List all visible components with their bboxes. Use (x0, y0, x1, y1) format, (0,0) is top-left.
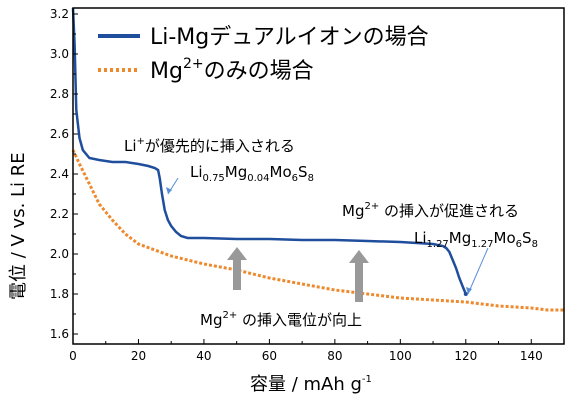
formula-part: Mo (270, 163, 292, 181)
formula-part: 0.04 (247, 173, 269, 184)
annotation-potential-up: Mg2+ の挿入電位が向上 (200, 310, 362, 329)
y-tick-label: 1.8 (50, 287, 69, 301)
y-axis-title: 電位 / V vs. Li RE (8, 152, 29, 300)
pointer-mg-promoted-head (466, 287, 472, 294)
y-tick-label: 2.8 (50, 87, 69, 101)
up-arrow-right (349, 250, 369, 302)
formula-part: S (522, 229, 532, 247)
x-tick-label: 0 (69, 349, 77, 363)
y-tick-label: 2.2 (50, 207, 69, 221)
x-tick-label: 80 (327, 349, 342, 363)
x-tick-label: 40 (196, 349, 211, 363)
y-tick-label: 3.2 (50, 7, 69, 21)
y-tick-label: 3.0 (50, 47, 69, 61)
pointer-mg-promoted (467, 247, 489, 295)
formula-part: 1.27 (427, 239, 449, 250)
legend-label-mg-only: Mg2+のみの場合 (150, 56, 314, 84)
y-tick-label: 1.6 (50, 327, 69, 341)
formula-part: Mg (225, 163, 247, 181)
y-tick-label: 2.4 (50, 167, 69, 181)
annotation-formula-1: Li0.75Mg0.04Mo6S8 (190, 163, 314, 184)
x-tick-label: 100 (389, 349, 412, 363)
series-line-li-mg (71, 7, 467, 295)
formula-part: Mg (449, 229, 471, 247)
annotation-li-preferential: Li+が優先的に挿入される (124, 136, 295, 155)
legend-label-sup: 2+ (183, 56, 204, 72)
legend-label-tail: のみの場合 (204, 59, 314, 84)
formula-part: Mo (494, 229, 516, 247)
x-tick-label: 60 (262, 349, 277, 363)
series-endpoint-marker (463, 292, 468, 296)
x-tick-label: 20 (131, 349, 146, 363)
formula-part: Li (414, 229, 427, 247)
formula-part: 6 (516, 239, 522, 250)
formula-part: 8 (308, 173, 314, 184)
x-axis-title: 容量 / mAh g-1 (250, 374, 372, 395)
y-tick-label: 2.6 (50, 127, 69, 141)
legend-label-li-mg: Li-Mgデュアルイオンの場合 (150, 25, 429, 50)
annotation-arrows (227, 247, 369, 302)
formula-part: 1.27 (471, 239, 493, 250)
y-tick-label: 2.0 (50, 247, 69, 261)
plot-frame (72, 7, 565, 345)
up-arrow-left (227, 247, 247, 290)
annotation-mg-promoted: Mg2+ の挿入が促進される (342, 201, 519, 220)
formula-part: 8 (532, 239, 538, 250)
formula-part: S (298, 163, 308, 181)
x-tick-label: 140 (520, 349, 543, 363)
pointer-li-first-head (166, 187, 172, 194)
formula-part: 0.75 (203, 173, 225, 184)
formula-part: Li (190, 163, 203, 181)
x-tick-label: 120 (454, 349, 477, 363)
formula-part: 6 (292, 173, 298, 184)
legend: Li-Mgデュアルイオンの場合 Mg2+のみの場合 (98, 25, 429, 84)
annotation-formula-2: Li1.27Mg1.27Mo6S8 (414, 229, 538, 250)
series-line-mg-only (71, 149, 564, 312)
